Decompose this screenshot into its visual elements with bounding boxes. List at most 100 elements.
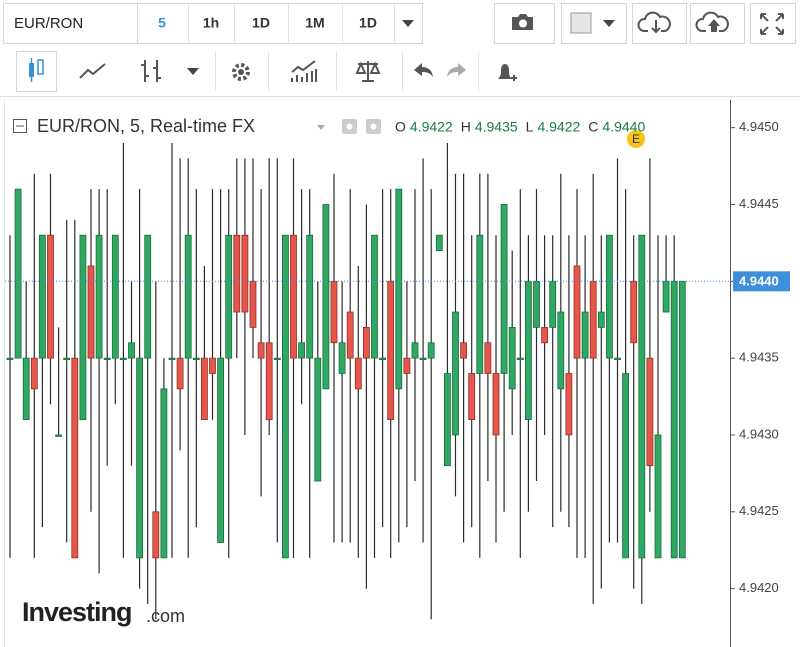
interval[interactable]: 5	[158, 15, 166, 31]
legend-title: EUR/RON, 5, Real-time FX	[37, 116, 255, 136]
interval-group	[137, 3, 423, 44]
candle-body	[670, 280, 678, 559]
candle-body	[47, 234, 54, 359]
candle-body	[265, 342, 273, 420]
line-icon[interactable]	[79, 63, 106, 79]
candle-body	[144, 234, 152, 359]
candle-body	[338, 342, 346, 374]
watermark: Investing .com	[22, 597, 185, 627]
candle-body	[63, 357, 71, 361]
tools-toolbar	[0, 48, 800, 97]
camera-lens	[519, 19, 527, 28]
y-tick-label: 4.9450	[739, 119, 779, 134]
candle-body	[273, 357, 281, 361]
color-swatch	[570, 12, 592, 34]
dropdown-arrow[interactable]	[402, 20, 414, 27]
y-tick-label: 4.9430	[739, 426, 779, 441]
candle-body	[14, 188, 22, 359]
candle-body	[678, 280, 686, 559]
ohlc-value: 4.9422	[410, 119, 453, 135]
candle-body	[371, 234, 378, 359]
candles-button[interactable]	[16, 51, 57, 92]
candle-body	[500, 204, 508, 374]
candle-body	[541, 327, 548, 344]
symbol-box[interactable]	[3, 3, 138, 44]
candle-body	[492, 373, 500, 436]
candle-body	[233, 234, 241, 313]
candle-body	[646, 357, 654, 467]
candle-body	[525, 280, 532, 420]
ohlc-value: 4.9422	[537, 119, 580, 135]
settings-icon[interactable]	[232, 63, 250, 81]
candle-body	[192, 357, 200, 361]
dropdown-arrow[interactable]	[603, 20, 615, 27]
candle-body	[549, 280, 557, 328]
y-tick-label: 4.9425	[739, 503, 779, 518]
candle-body	[614, 357, 621, 361]
alert-icon[interactable]	[498, 64, 512, 79]
last-price-label: 4.9440	[739, 274, 779, 289]
candle-body	[460, 342, 468, 359]
undo-icon[interactable]	[414, 63, 433, 77]
candle-body	[533, 280, 540, 328]
settings-icon	[370, 123, 377, 130]
ohlc-key: L	[526, 119, 534, 135]
candle-body	[573, 265, 581, 359]
candle-body	[589, 280, 597, 359]
plot: E	[5, 130, 730, 620]
candle-body	[330, 280, 338, 344]
candle-body	[55, 434, 62, 437]
icon	[37, 59, 44, 75]
candle-body	[168, 357, 176, 361]
dropdown-arrow[interactable]	[187, 68, 199, 75]
candle-body	[241, 234, 249, 313]
interval[interactable]: 1D	[252, 15, 270, 31]
candle-body	[6, 357, 14, 361]
load-button[interactable]	[632, 3, 687, 44]
interval[interactable]: 1h	[203, 15, 219, 31]
candle-body	[581, 311, 589, 359]
candle-body	[95, 234, 103, 359]
fullscreen-button[interactable]	[750, 3, 796, 44]
ohlc-value: 4.9435	[475, 119, 518, 135]
candle-body	[176, 357, 184, 390]
candle-body	[516, 357, 524, 361]
interval[interactable]: 1D	[359, 15, 377, 31]
candle-body	[136, 357, 144, 559]
cloud-download-icon	[637, 11, 671, 34]
ohlc-key: C	[588, 119, 598, 135]
visibility-icon	[346, 123, 353, 130]
dropdown-arrow[interactable]	[317, 125, 325, 130]
y-tick-label: 4.9420	[739, 580, 779, 595]
brand-suffix: .com	[146, 606, 185, 626]
last-price-box	[733, 271, 790, 292]
compare-icon[interactable]	[355, 61, 381, 82]
ohlc-key: O	[395, 119, 406, 135]
candle-body	[30, 357, 38, 390]
candle-body	[184, 234, 192, 359]
interval[interactable]: 1M	[305, 15, 324, 31]
candle-body	[298, 342, 306, 359]
candle-body	[71, 357, 79, 559]
candle-body	[200, 357, 208, 420]
candle-body	[152, 511, 160, 559]
candle-body	[354, 357, 362, 390]
ohlc-values: O 4.9422 H 4.9435 L 4.9422 C 4.9440	[395, 119, 645, 135]
candle-body	[22, 357, 30, 420]
redo-icon[interactable]	[447, 63, 466, 77]
candle-body	[565, 373, 573, 436]
event-marker-label: E	[632, 132, 640, 146]
candle-body	[103, 357, 111, 361]
y-tick-label: 4.9435	[739, 350, 779, 365]
candle-body	[662, 280, 670, 313]
candle-body	[120, 357, 127, 361]
cloud-upload-icon	[695, 11, 729, 32]
event-marker[interactable]	[627, 130, 645, 148]
price-axis: 4.9450 4.9445 4.9440 4.9435 4.9430 4.9425 4.94…	[730, 119, 790, 595]
candle-body	[128, 342, 135, 359]
candle-body	[452, 311, 459, 436]
bars-icon[interactable]	[141, 60, 161, 82]
candle-body	[597, 311, 605, 328]
candle-body	[281, 234, 289, 559]
indicators-icon[interactable]	[291, 60, 317, 82]
